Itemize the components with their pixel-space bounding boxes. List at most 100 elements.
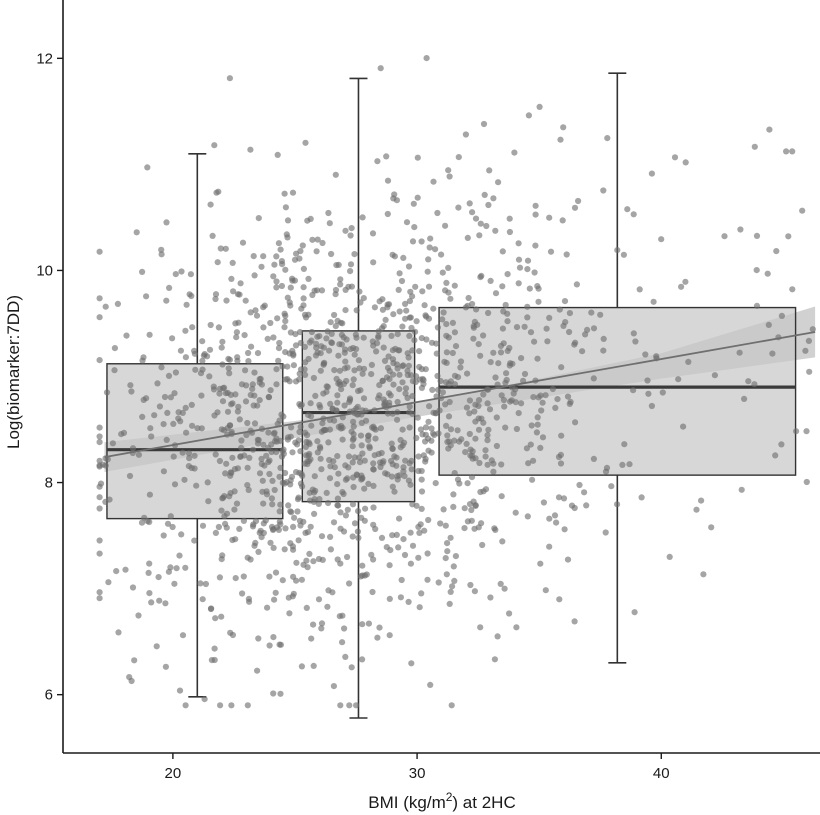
data-point [528,422,535,429]
data-point [393,197,400,204]
data-point [682,278,689,285]
data-point [778,312,786,319]
data-point [546,543,553,550]
data-point [319,239,326,247]
data-point [422,424,430,431]
data-point [370,423,377,430]
data-point [711,372,719,379]
data-point [272,589,279,596]
data-point [282,312,289,319]
data-point [273,278,280,285]
data-point [409,410,416,417]
data-point [306,339,313,346]
data-point [171,481,179,488]
data-point [472,418,479,425]
data-point [506,344,513,352]
data-point [427,681,434,689]
data-point [350,474,357,481]
data-point [276,417,283,424]
data-point [219,338,226,345]
data-point [289,449,296,456]
data-point [311,496,318,503]
data-point [270,334,277,341]
data-point [405,598,412,606]
data-point [216,457,223,465]
data-point [532,211,539,218]
data-point [359,621,366,628]
data-point [218,507,225,514]
data-point [337,560,344,567]
box-plot-layer [106,72,797,719]
data-point [451,437,458,444]
data-point [163,219,170,226]
data-point [443,321,450,328]
data-point [415,523,422,531]
data-point [542,392,549,399]
data-point [96,314,103,321]
data-point [187,271,194,278]
data-point [370,504,377,511]
data-point [160,468,167,475]
data-point [223,524,230,531]
data-point [420,377,427,384]
data-point [260,253,267,260]
data-point [434,372,441,380]
data-point [388,440,395,447]
data-point [429,386,436,393]
data-point [267,387,274,394]
data-point [745,378,752,385]
data-point [457,358,465,365]
data-point [346,580,353,587]
data-point [464,234,471,241]
data-point [406,403,413,410]
data-point [245,358,252,365]
data-point [778,441,785,448]
data-point [557,136,564,143]
data-point [434,324,441,331]
data-point [302,443,309,450]
data-point [296,255,303,262]
data-point [389,483,396,490]
data-point [671,154,679,161]
trend-line [104,331,816,458]
data-point [475,426,483,433]
data-point [504,318,511,325]
data-point [620,251,628,258]
data-point [531,338,538,345]
data-point [408,324,415,332]
data-point [114,300,121,307]
data-point [302,371,309,378]
data-point [564,393,572,400]
data-point [500,396,507,404]
data-point [469,209,476,216]
data-point [490,349,497,356]
data-point [394,398,401,406]
data-point [146,331,153,338]
data-point [477,220,484,227]
data-point [542,587,549,594]
data-point [334,392,341,399]
data-point [365,436,372,444]
data-point [384,364,392,371]
data-point [432,480,439,487]
data-point [135,612,142,619]
data-point [482,453,489,460]
data-point [269,477,276,484]
data-point [292,342,300,349]
data-point [219,361,226,368]
data-point [274,315,281,322]
data-point [506,362,513,369]
data-point [234,291,242,298]
data-point [386,376,393,383]
data-point [511,149,518,156]
data-point [212,615,219,622]
data-point [803,428,810,435]
data-point [297,480,305,487]
data-point [296,376,303,383]
data-point [495,179,502,186]
data-point [158,246,165,253]
data-point [290,362,297,369]
data-point [233,329,240,336]
data-point [530,457,537,464]
data-point [439,269,446,276]
